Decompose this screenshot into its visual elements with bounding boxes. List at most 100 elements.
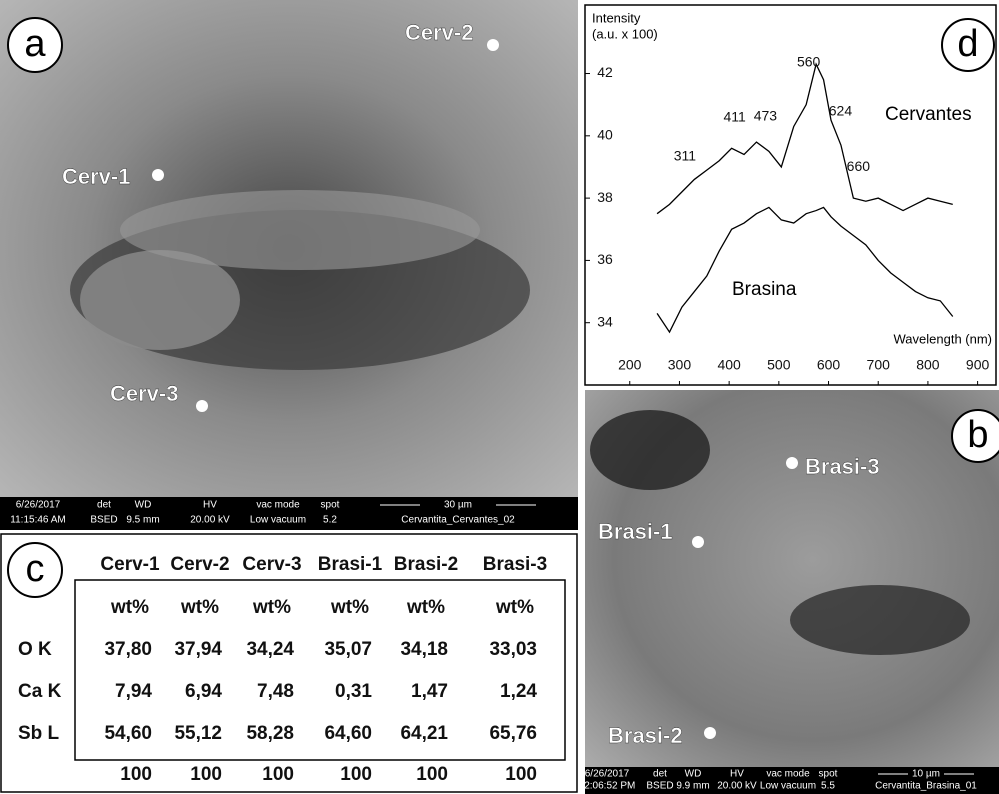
info-value: 11:15:46 AM — [10, 515, 65, 526]
info-value: 5.2 — [323, 515, 337, 526]
x-tick-label: 300 — [668, 357, 692, 373]
info-value: Low vacuum — [760, 781, 816, 792]
peak-label: 560 — [797, 53, 821, 69]
peak-label: 411 — [723, 108, 746, 124]
cell: 65,76 — [489, 723, 537, 744]
y-axis-label: (a.u. x 100) — [592, 26, 658, 41]
info-value: 20.00 kV — [717, 781, 757, 792]
point-dot — [704, 727, 716, 739]
point-dot — [196, 400, 208, 412]
total: 100 — [262, 764, 294, 785]
point-label: Cerv-2 — [405, 20, 473, 45]
series-label: Brasina — [732, 279, 797, 300]
unit: wt% — [252, 597, 291, 618]
chart-frame — [585, 5, 996, 385]
column-header: Cerv-2 — [170, 554, 229, 575]
row-label: Ca K — [18, 681, 62, 702]
panel-label: c — [26, 548, 45, 590]
row-label: O K — [18, 639, 52, 660]
info-header: vac mode — [766, 769, 810, 780]
info-header: WD — [135, 500, 152, 511]
info-header: det — [97, 500, 111, 511]
unit: wt% — [330, 597, 369, 618]
cell: 34,18 — [400, 639, 448, 660]
cell: 55,12 — [174, 723, 222, 744]
cell: 33,03 — [489, 639, 537, 660]
unit: wt% — [406, 597, 445, 618]
info-header: 6/26/2017 — [585, 769, 630, 780]
column-header: Cerv-3 — [242, 554, 301, 575]
total: 100 — [416, 764, 448, 785]
info-header: HV — [730, 769, 744, 780]
total: 100 — [120, 764, 152, 785]
info-header: vac mode — [256, 500, 300, 511]
series-label: Cervantes — [885, 104, 972, 125]
point-label: Cerv-1 — [62, 164, 130, 189]
cell: 64,60 — [324, 723, 372, 744]
unit: wt% — [495, 597, 534, 618]
panel-label: b — [967, 414, 988, 456]
total: 100 — [190, 764, 222, 785]
cell: 7,48 — [257, 681, 294, 702]
x-tick-label: 700 — [867, 357, 891, 373]
point-dot — [692, 536, 704, 548]
y-tick-label: 40 — [597, 127, 613, 143]
cell: 0,31 — [335, 681, 372, 702]
x-tick-label: 500 — [767, 357, 791, 373]
y-tick-label: 34 — [597, 313, 613, 329]
cell: 7,94 — [115, 681, 152, 702]
info-header: 30 µm — [444, 500, 472, 511]
info-value: 20.00 kV — [190, 515, 230, 526]
crystals — [120, 190, 480, 270]
cell: 37,94 — [174, 639, 222, 660]
y-tick-label: 36 — [597, 251, 613, 267]
info-value: 9.9 mm — [676, 781, 709, 792]
column-header: Cerv-1 — [100, 554, 160, 575]
point-dot — [152, 169, 164, 181]
info-value: Cervantita_Brasina_01 — [875, 781, 977, 792]
info-header: spot — [321, 500, 340, 511]
cell: 1,47 — [411, 681, 448, 702]
info-value: BSED — [646, 781, 673, 792]
peak-label: 660 — [847, 158, 871, 174]
info-header: spot — [819, 769, 838, 780]
cell: 54,60 — [104, 723, 152, 744]
panel-label: a — [24, 23, 46, 65]
x-tick-label: 600 — [817, 357, 841, 373]
point-label: Brasi-2 — [608, 723, 683, 748]
column-header: Brasi-3 — [483, 554, 547, 575]
row-label: Sb L — [18, 723, 60, 744]
x-tick-label: 200 — [618, 357, 642, 373]
cavity — [790, 585, 970, 655]
point-label: Brasi-1 — [598, 519, 673, 544]
info-header: 10 µm — [912, 769, 940, 780]
unit: wt% — [180, 597, 219, 618]
info-value: Low vacuum — [250, 515, 306, 526]
point-label: Brasi-3 — [805, 454, 880, 479]
cavity — [590, 410, 710, 490]
peak-label: 624 — [829, 103, 853, 119]
peak-label: 473 — [754, 107, 778, 123]
figure: a Cerv-1 Cerv-2 Cerv-3 b Brasi-1 Brasi-2… — [0, 0, 999, 794]
cell: 37,80 — [104, 639, 152, 660]
x-axis-label: Wavelength (nm) — [894, 331, 993, 346]
y-tick-label: 42 — [597, 64, 613, 80]
cell: 34,24 — [246, 639, 294, 660]
y-axis-label: Intensity — [592, 10, 641, 25]
info-value: BSED — [90, 515, 117, 526]
total: 100 — [340, 764, 372, 785]
info-value: 9.5 mm — [126, 515, 159, 526]
info-header: det — [653, 769, 667, 780]
info-value: Cervantita_Cervantes_02 — [401, 515, 515, 526]
peak-label: 311 — [674, 148, 697, 164]
point-dot — [786, 457, 798, 469]
unit: wt% — [110, 597, 149, 618]
cell: 1,24 — [500, 681, 537, 702]
panel-label: d — [957, 23, 978, 65]
info-value: 12:06:52 PM — [579, 781, 636, 792]
column-header: Brasi-2 — [394, 554, 458, 575]
x-tick-label: 800 — [916, 357, 940, 373]
cell: 35,07 — [324, 639, 372, 660]
y-tick-label: 38 — [597, 189, 613, 205]
point-label: Cerv-3 — [110, 381, 178, 406]
